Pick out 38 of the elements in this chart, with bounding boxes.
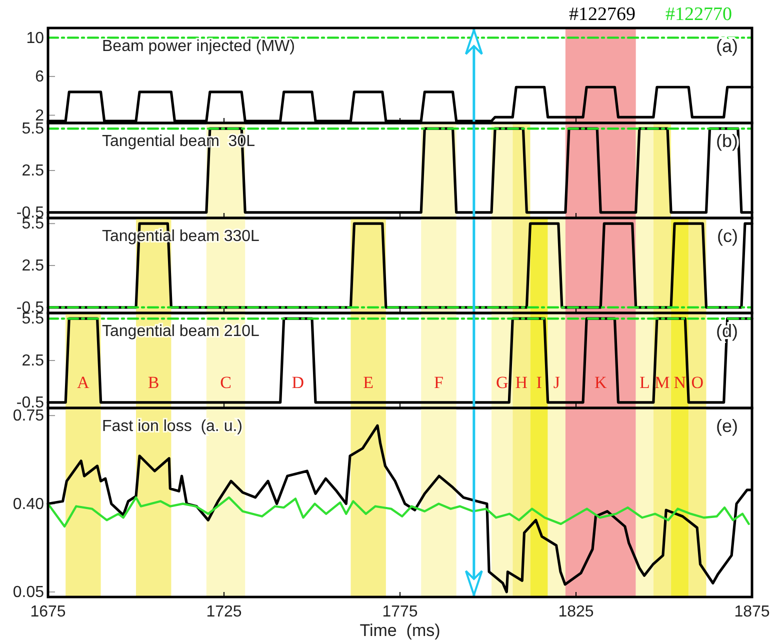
- series-label: #122770: [666, 4, 732, 25]
- annotation: (e): [716, 416, 738, 436]
- text: Tangential beam 210L: [102, 323, 260, 340]
- y-tick-label: 0.05: [12, 584, 44, 602]
- band-label: B: [148, 373, 160, 392]
- annotation: D: [292, 373, 304, 392]
- y-tick-label: 0.40: [12, 496, 44, 513]
- y-tick-label: 2.5: [22, 162, 44, 180]
- text: Beam power injected (MW): [102, 38, 295, 55]
- band-label: C: [220, 373, 232, 392]
- annotation: (b): [716, 131, 738, 151]
- band-label: N: [674, 373, 686, 392]
- y-tick-label: 10: [26, 30, 44, 47]
- x-tick-label: 1825: [558, 603, 594, 620]
- band-label: J: [553, 373, 560, 392]
- y-tick-label: 2.5: [22, 258, 44, 275]
- band-label: L: [639, 373, 650, 392]
- annotation: (a): [716, 36, 738, 56]
- x-tick-label: 1775: [382, 603, 418, 620]
- band-label: O: [691, 373, 704, 392]
- band-label: I: [536, 373, 542, 392]
- y-tick-label: 2.5: [22, 352, 44, 370]
- x-tick-label: 1725: [206, 603, 242, 620]
- x-axis-title: Time (ms): [360, 621, 440, 640]
- band-label: E: [363, 373, 374, 392]
- band-label: K: [594, 373, 608, 392]
- y-tick-label: 5.5: [22, 120, 44, 138]
- y-tick-label: 6: [35, 68, 44, 86]
- text: #122769: [569, 4, 636, 25]
- band-label: A: [77, 373, 90, 392]
- text: Fast ion loss (a. u.): [102, 418, 242, 435]
- x-tick-label: 1675: [30, 603, 66, 620]
- x-tick-label: 1875: [734, 603, 770, 620]
- line-series: [46, 496, 750, 528]
- band-label: F: [434, 373, 444, 392]
- band-label: G: [496, 373, 508, 392]
- band-label: H: [515, 373, 528, 392]
- annotation: (c): [717, 226, 738, 246]
